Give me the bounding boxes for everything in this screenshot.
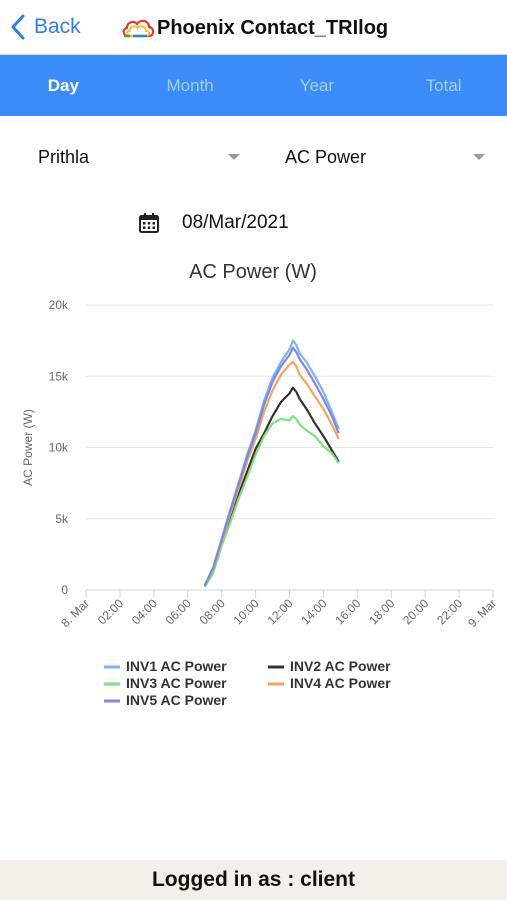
ac-power-chart: AC Power (W) 0 5k 10k 15k 20k AC Power (W) 8. M… bbox=[21, 261, 499, 708]
date-picker[interactable]: 08/Mar/2021 bbox=[138, 208, 289, 238]
series-line-2 bbox=[203, 386, 340, 587]
legend-item-label: INV2 AC Power bbox=[290, 658, 391, 674]
y-tick-label: 20k bbox=[49, 298, 69, 312]
series-line-1 bbox=[203, 339, 340, 587]
caret-down-icon bbox=[228, 154, 240, 160]
x-tick-label: 06:00 bbox=[163, 596, 194, 627]
parameter-select-value: AC Power bbox=[285, 146, 367, 167]
login-status: Logged in as : client bbox=[151, 868, 356, 891]
x-tick-label: 14:00 bbox=[298, 596, 329, 627]
x-tick-label: 20:00 bbox=[400, 596, 431, 627]
nav-bar: Back Phoenix Contact_TRIlog bbox=[0, 0, 507, 55]
cloud-logo-icon bbox=[122, 19, 155, 38]
legend-item-label: INV3 AC Power bbox=[126, 675, 227, 691]
period-tab-bar: Day Month Year Total bbox=[0, 55, 507, 116]
x-tick-label: 9. Mar bbox=[465, 596, 499, 630]
site-select[interactable]: Prithla bbox=[38, 140, 242, 174]
selected-date: 08/Mar/2021 bbox=[182, 212, 289, 233]
back-button[interactable]: Back bbox=[10, 12, 81, 42]
y-tick-label: 15k bbox=[49, 369, 69, 383]
y-tick-label: 0 bbox=[61, 583, 68, 597]
x-tick-label: 10:00 bbox=[231, 596, 262, 627]
chevron-left-icon bbox=[11, 14, 25, 40]
x-tick-label: 18:00 bbox=[366, 596, 397, 627]
y-tick-label: 10k bbox=[49, 441, 69, 455]
y-axis-title: AC Power (W) bbox=[21, 409, 35, 486]
caret-down-icon bbox=[473, 154, 485, 160]
x-tick-label: 8. Mar bbox=[58, 596, 92, 630]
x-tick-label: 12:00 bbox=[264, 596, 295, 627]
series-line-5 bbox=[203, 346, 340, 587]
footer: Logged in as : client bbox=[0, 860, 507, 900]
legend-item-label: INV5 AC Power bbox=[126, 692, 227, 708]
app-header: Phoenix Contact_TRIlog bbox=[120, 13, 388, 43]
y-tick-label: 5k bbox=[55, 512, 69, 526]
x-tick-label: 02:00 bbox=[95, 596, 126, 627]
legend-item-label: INV4 AC Power bbox=[290, 675, 391, 691]
tab-day[interactable]: Day bbox=[47, 75, 79, 95]
legend-item-label: INV1 AC Power bbox=[126, 658, 227, 674]
chart-title: AC Power (W) bbox=[189, 261, 317, 283]
calendar-icon bbox=[139, 213, 159, 233]
series-line-4 bbox=[203, 360, 340, 587]
series-line-3 bbox=[203, 415, 340, 588]
tab-total[interactable]: Total bbox=[425, 75, 462, 95]
x-tick-label: 04:00 bbox=[129, 596, 160, 627]
tab-month[interactable]: Month bbox=[166, 75, 214, 95]
x-tick-label: 08:00 bbox=[197, 596, 228, 627]
tab-year[interactable]: Year bbox=[299, 75, 335, 95]
x-tick-label: 22:00 bbox=[434, 596, 465, 627]
parameter-select[interactable]: AC Power bbox=[285, 140, 489, 174]
back-label: Back bbox=[34, 15, 81, 38]
x-tick-label: 16:00 bbox=[332, 596, 363, 627]
site-select-value: Prithla bbox=[38, 146, 90, 167]
app-title: Phoenix Contact_TRIlog bbox=[157, 16, 389, 39]
